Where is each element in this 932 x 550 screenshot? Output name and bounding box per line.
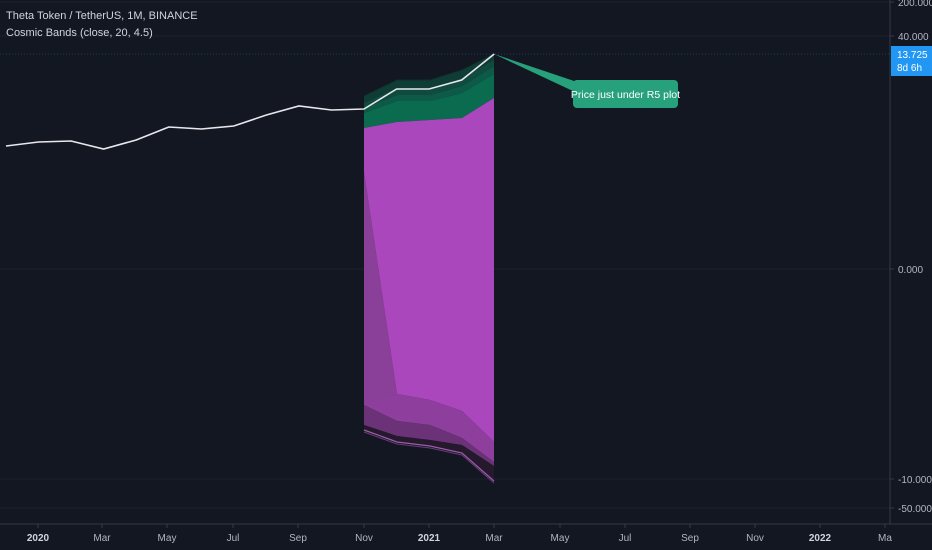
price-tick-label: 40.000: [898, 32, 929, 43]
price-tick-label: -10.000: [898, 475, 932, 486]
price-line-series: [5, 53, 495, 150]
time-tick-label: Sep: [289, 533, 307, 544]
time-tick-label: 2020: [27, 533, 50, 544]
band-line-r5: [363, 53, 495, 97]
price-tick-label: 0.000: [898, 265, 923, 276]
price-badge: 13.725 8d 6h: [891, 46, 932, 76]
time-tick-label: Jul: [619, 533, 632, 544]
time-tick-label: Mar: [93, 533, 111, 544]
time-tick-label: Ma: [878, 533, 892, 544]
band-s2-wedge: [364, 172, 397, 405]
indicator-title[interactable]: Cosmic Bands (close, 20, 4.5): [6, 27, 153, 39]
time-tick-label: Nov: [355, 533, 373, 544]
annotation-pointer: [494, 54, 583, 92]
band-main-purple: [364, 98, 494, 442]
price-tick-label: -50.000: [898, 504, 932, 515]
band-line-s6: [363, 431, 495, 484]
annotation-text: Price just under R5 plot: [571, 89, 680, 101]
band-s3-s4: [364, 405, 494, 466]
price-badge-countdown: 8d 6h: [897, 63, 922, 74]
cosmic-bands: [363, 53, 495, 484]
band-r2-r1: [364, 74, 494, 128]
annotation-callout[interactable]: Price just under R5 plot: [494, 54, 680, 108]
time-tick-label: Jul: [227, 533, 240, 544]
time-tick-label: Mar: [485, 533, 503, 544]
time-tick-label: Nov: [746, 533, 764, 544]
band-line-s5: [363, 429, 495, 482]
time-tick-label: Sep: [681, 533, 699, 544]
price-axis[interactable]: 200.000 40.000 0.000 -10.000 -50.000: [890, 0, 932, 515]
time-tick-label: 2021: [418, 533, 441, 544]
symbol-title[interactable]: Theta Token / TetherUS, 1M, BINANCE: [6, 10, 198, 22]
chart-legend: Theta Token / TetherUS, 1M, BINANCE Cosm…: [6, 8, 198, 42]
time-tick-label: 2022: [809, 533, 832, 544]
band-s4-s5: [364, 425, 494, 481]
annotation-box: [573, 80, 678, 108]
price-badge-value: 13.725: [897, 50, 928, 61]
price-badge-bg: [891, 46, 932, 76]
time-tick-label: May: [158, 533, 177, 544]
band-s1-s3: [364, 172, 494, 462]
price-tick-label: 200.000: [898, 0, 932, 9]
time-axis[interactable]: 2020 Mar May Jul Sep Nov 2021 Mar May Jul Sep Nov 20…: [27, 524, 893, 544]
time-tick-label: May: [551, 533, 570, 544]
